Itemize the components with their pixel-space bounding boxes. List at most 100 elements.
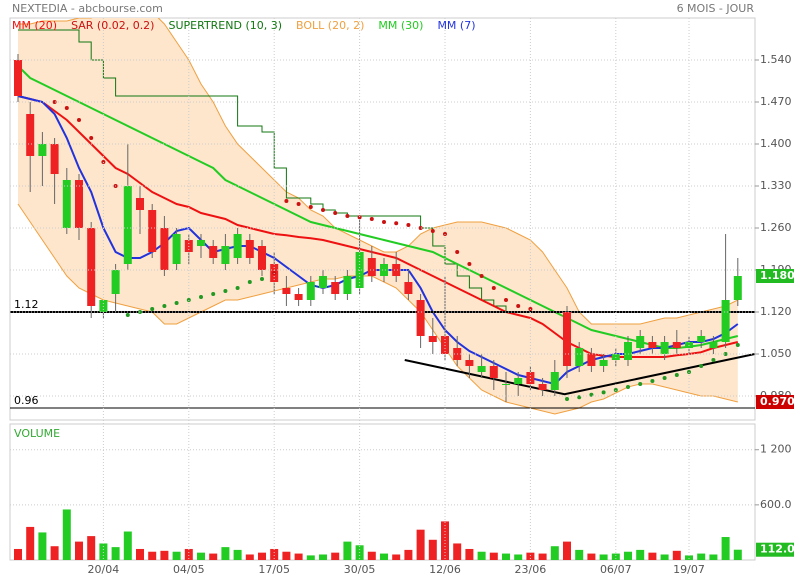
x-tick-label: 12/06	[429, 563, 461, 576]
volume-bar	[282, 551, 291, 560]
volume-plot	[14, 509, 742, 560]
sar-dot	[345, 214, 350, 218]
sar-dot	[333, 211, 338, 215]
candle-body	[416, 300, 425, 336]
volume-bar	[14, 548, 22, 560]
candle-body	[709, 342, 718, 348]
volume-bar	[38, 532, 47, 560]
candle-body	[636, 336, 645, 348]
volume-bar	[172, 551, 181, 560]
volume-bar	[221, 547, 230, 560]
sar-dot	[357, 215, 362, 220]
x-tick-label: 20/04	[88, 563, 120, 576]
sar-dot	[711, 358, 716, 362]
sar-dot	[174, 301, 179, 305]
legend-entry: MM (20)	[12, 19, 57, 32]
volume-bar	[380, 553, 388, 560]
x-tick-label: 30/05	[344, 563, 376, 576]
candle-body	[465, 360, 474, 366]
sar-dot	[150, 307, 155, 311]
sar-dot	[369, 217, 374, 221]
candle-body	[221, 246, 230, 264]
volume-bar	[514, 554, 523, 560]
y-tick-label: 1.470	[760, 95, 792, 108]
volume-bar	[75, 541, 83, 560]
sar-dot	[723, 352, 728, 356]
sar-dot	[430, 229, 435, 233]
candle-body	[197, 240, 205, 246]
sar-dot	[638, 382, 643, 386]
sar-dot	[260, 277, 264, 281]
x-tick-label: 17/05	[258, 563, 290, 576]
volume-title: VOLUME	[14, 427, 60, 440]
candle-body	[111, 270, 120, 294]
sar-dot	[491, 286, 496, 290]
price-badge	[756, 269, 794, 283]
sar-dot	[699, 364, 704, 368]
volume-bar	[319, 554, 327, 560]
sar-dot	[321, 208, 325, 212]
volume-bar	[721, 537, 730, 560]
candle-body	[160, 228, 169, 270]
candle-body	[550, 372, 559, 390]
y-tick-label: 1.260	[760, 221, 792, 234]
volume-bar	[62, 509, 71, 560]
moving-average	[17, 65, 739, 349]
volume-bar	[404, 549, 413, 560]
sar-dot	[77, 118, 81, 122]
volume-bar	[611, 553, 620, 560]
volume-bar	[599, 554, 608, 560]
candle-body	[624, 342, 632, 360]
candle-body	[26, 114, 35, 156]
volume-bar	[587, 553, 596, 560]
volume-bar	[148, 551, 157, 560]
price-panel	[9, 17, 756, 421]
volume-bar	[258, 552, 266, 560]
candle-body	[721, 300, 730, 342]
badge-label: 112.0	[760, 543, 795, 556]
sar-dot	[308, 205, 313, 209]
volume-bar	[99, 543, 108, 560]
candle-body	[282, 288, 291, 294]
candle-body	[477, 366, 486, 372]
candle-body	[648, 342, 657, 348]
sar-dot	[125, 313, 130, 317]
y-tick-label: 1.540	[760, 53, 792, 66]
sar-dot	[162, 304, 167, 308]
candle-body	[587, 354, 596, 366]
volume-bar	[697, 553, 706, 560]
level-label: 1.12	[14, 298, 39, 311]
sar-dot	[735, 343, 740, 347]
sar-dot	[89, 136, 94, 140]
candle-body	[209, 246, 218, 258]
sar-dot	[235, 286, 240, 290]
candle-body	[75, 180, 83, 228]
level-label: 0.96	[14, 394, 39, 407]
volume-bar	[672, 550, 681, 560]
sar-dot	[199, 295, 203, 299]
sar-dot	[455, 250, 460, 254]
volume-bar	[306, 555, 315, 560]
sar-dot	[504, 298, 508, 302]
y-tick-label: 1.050	[760, 347, 792, 360]
trendline	[404, 353, 755, 396]
volume-bar	[50, 546, 59, 560]
sar-dot	[296, 202, 301, 206]
boll-lower	[17, 203, 738, 415]
y-tick-label: 1.120	[760, 305, 792, 318]
candle-body	[87, 228, 96, 306]
sar-dot	[247, 280, 252, 284]
candle-body	[172, 234, 181, 264]
legend-entry: MM (7)	[437, 19, 475, 32]
volume-bar	[477, 551, 486, 560]
candle-body	[599, 360, 608, 366]
sar-dot	[394, 221, 399, 226]
sar-dot	[52, 100, 57, 104]
candle-body	[575, 348, 584, 366]
x-tick-label: 06/07	[600, 563, 632, 576]
sar-dot	[64, 106, 69, 110]
volume-bar	[111, 547, 120, 560]
sar-dot	[516, 304, 521, 308]
volume-bar	[294, 553, 303, 560]
volume-bar	[136, 548, 144, 560]
